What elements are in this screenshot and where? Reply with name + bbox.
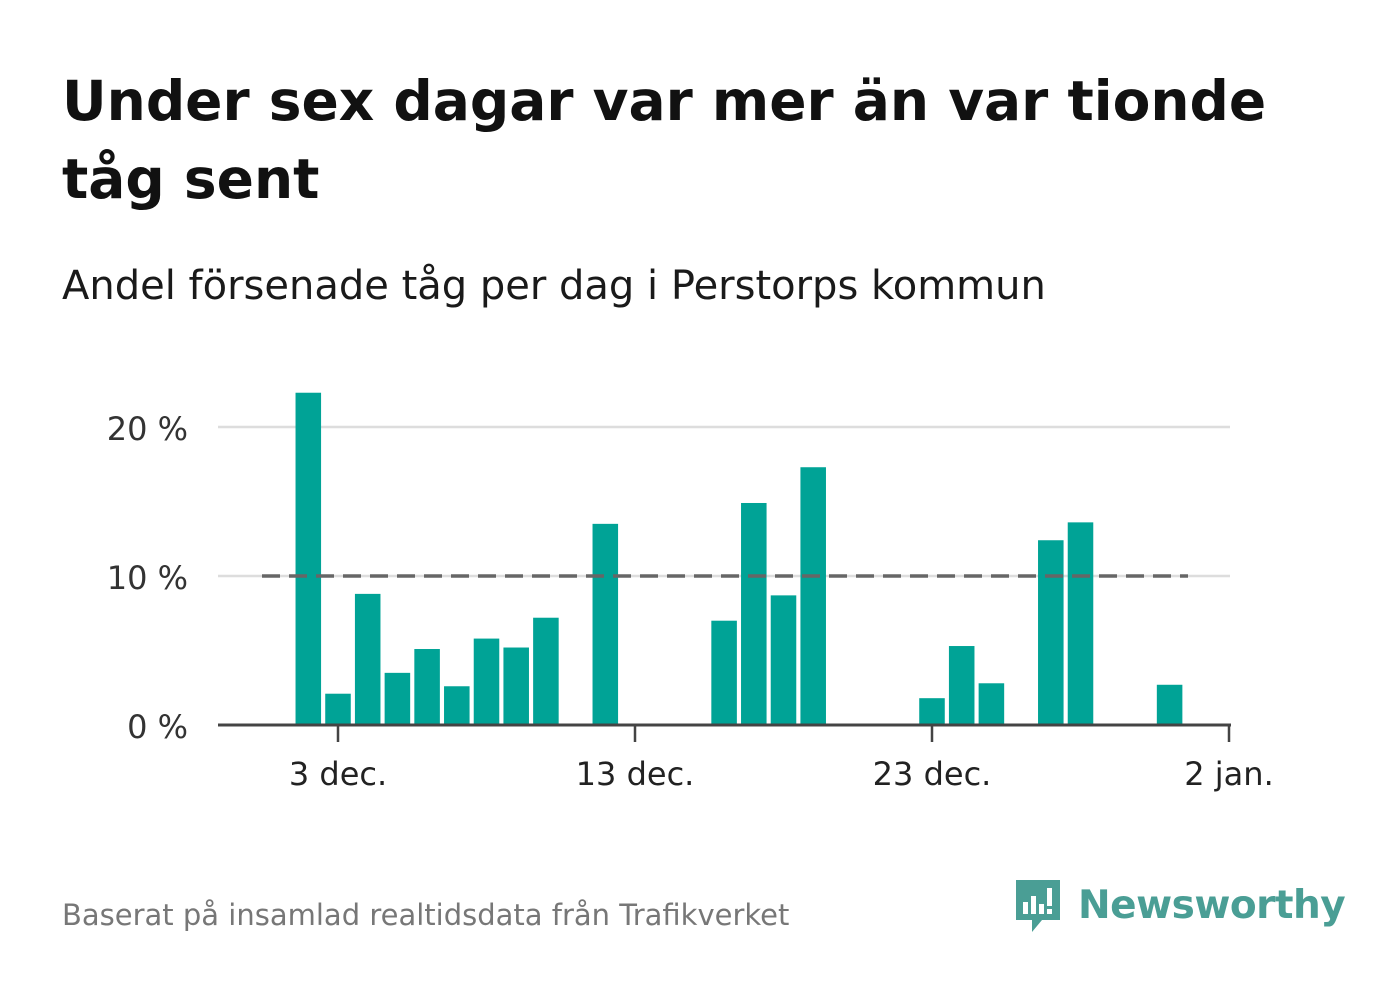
x-tick-label: 23 dec. [873, 755, 992, 793]
chart-subtitle: Andel försenade tåg per dag i Perstorps … [62, 263, 1046, 309]
bar [325, 693, 351, 725]
bar [384, 672, 411, 725]
bar [533, 617, 559, 725]
bar [741, 502, 767, 725]
bar [978, 683, 1005, 725]
bar [1067, 522, 1094, 725]
y-tick-label: 10 % [107, 559, 188, 597]
x-tick-label: 3 dec. [289, 755, 387, 793]
y-tick-label: 0 % [127, 708, 188, 746]
bar [444, 686, 470, 725]
bar [800, 467, 826, 725]
x-tick-label: 2 jan. [1184, 755, 1273, 793]
bar [770, 595, 797, 725]
bar [592, 523, 619, 725]
bar [473, 638, 500, 725]
bar [711, 620, 737, 725]
bar [948, 646, 975, 725]
x-tick-label: 13 dec. [576, 755, 695, 793]
bar [919, 698, 945, 725]
y-tick-label: 20 % [107, 410, 188, 448]
bar [295, 392, 322, 725]
newsworthy-chart-bubble-icon [1016, 880, 1060, 932]
bar [354, 593, 381, 725]
bar [1156, 684, 1183, 725]
bar [503, 647, 529, 725]
brand-name: Newsworthy [1078, 882, 1346, 928]
source-note: Baserat på insamlad realtidsdata från Tr… [62, 898, 790, 932]
chart-title: Under sex dagar var mer än var tionde tå… [62, 69, 1267, 211]
brand-logo: Newsworthy [1012, 874, 1346, 936]
bar [1038, 540, 1064, 725]
bar [414, 649, 440, 725]
bar-chart: 0 % 10 % 20 % 3 dec. 13 dec. 23 dec. 2 jan. [107, 392, 1274, 793]
